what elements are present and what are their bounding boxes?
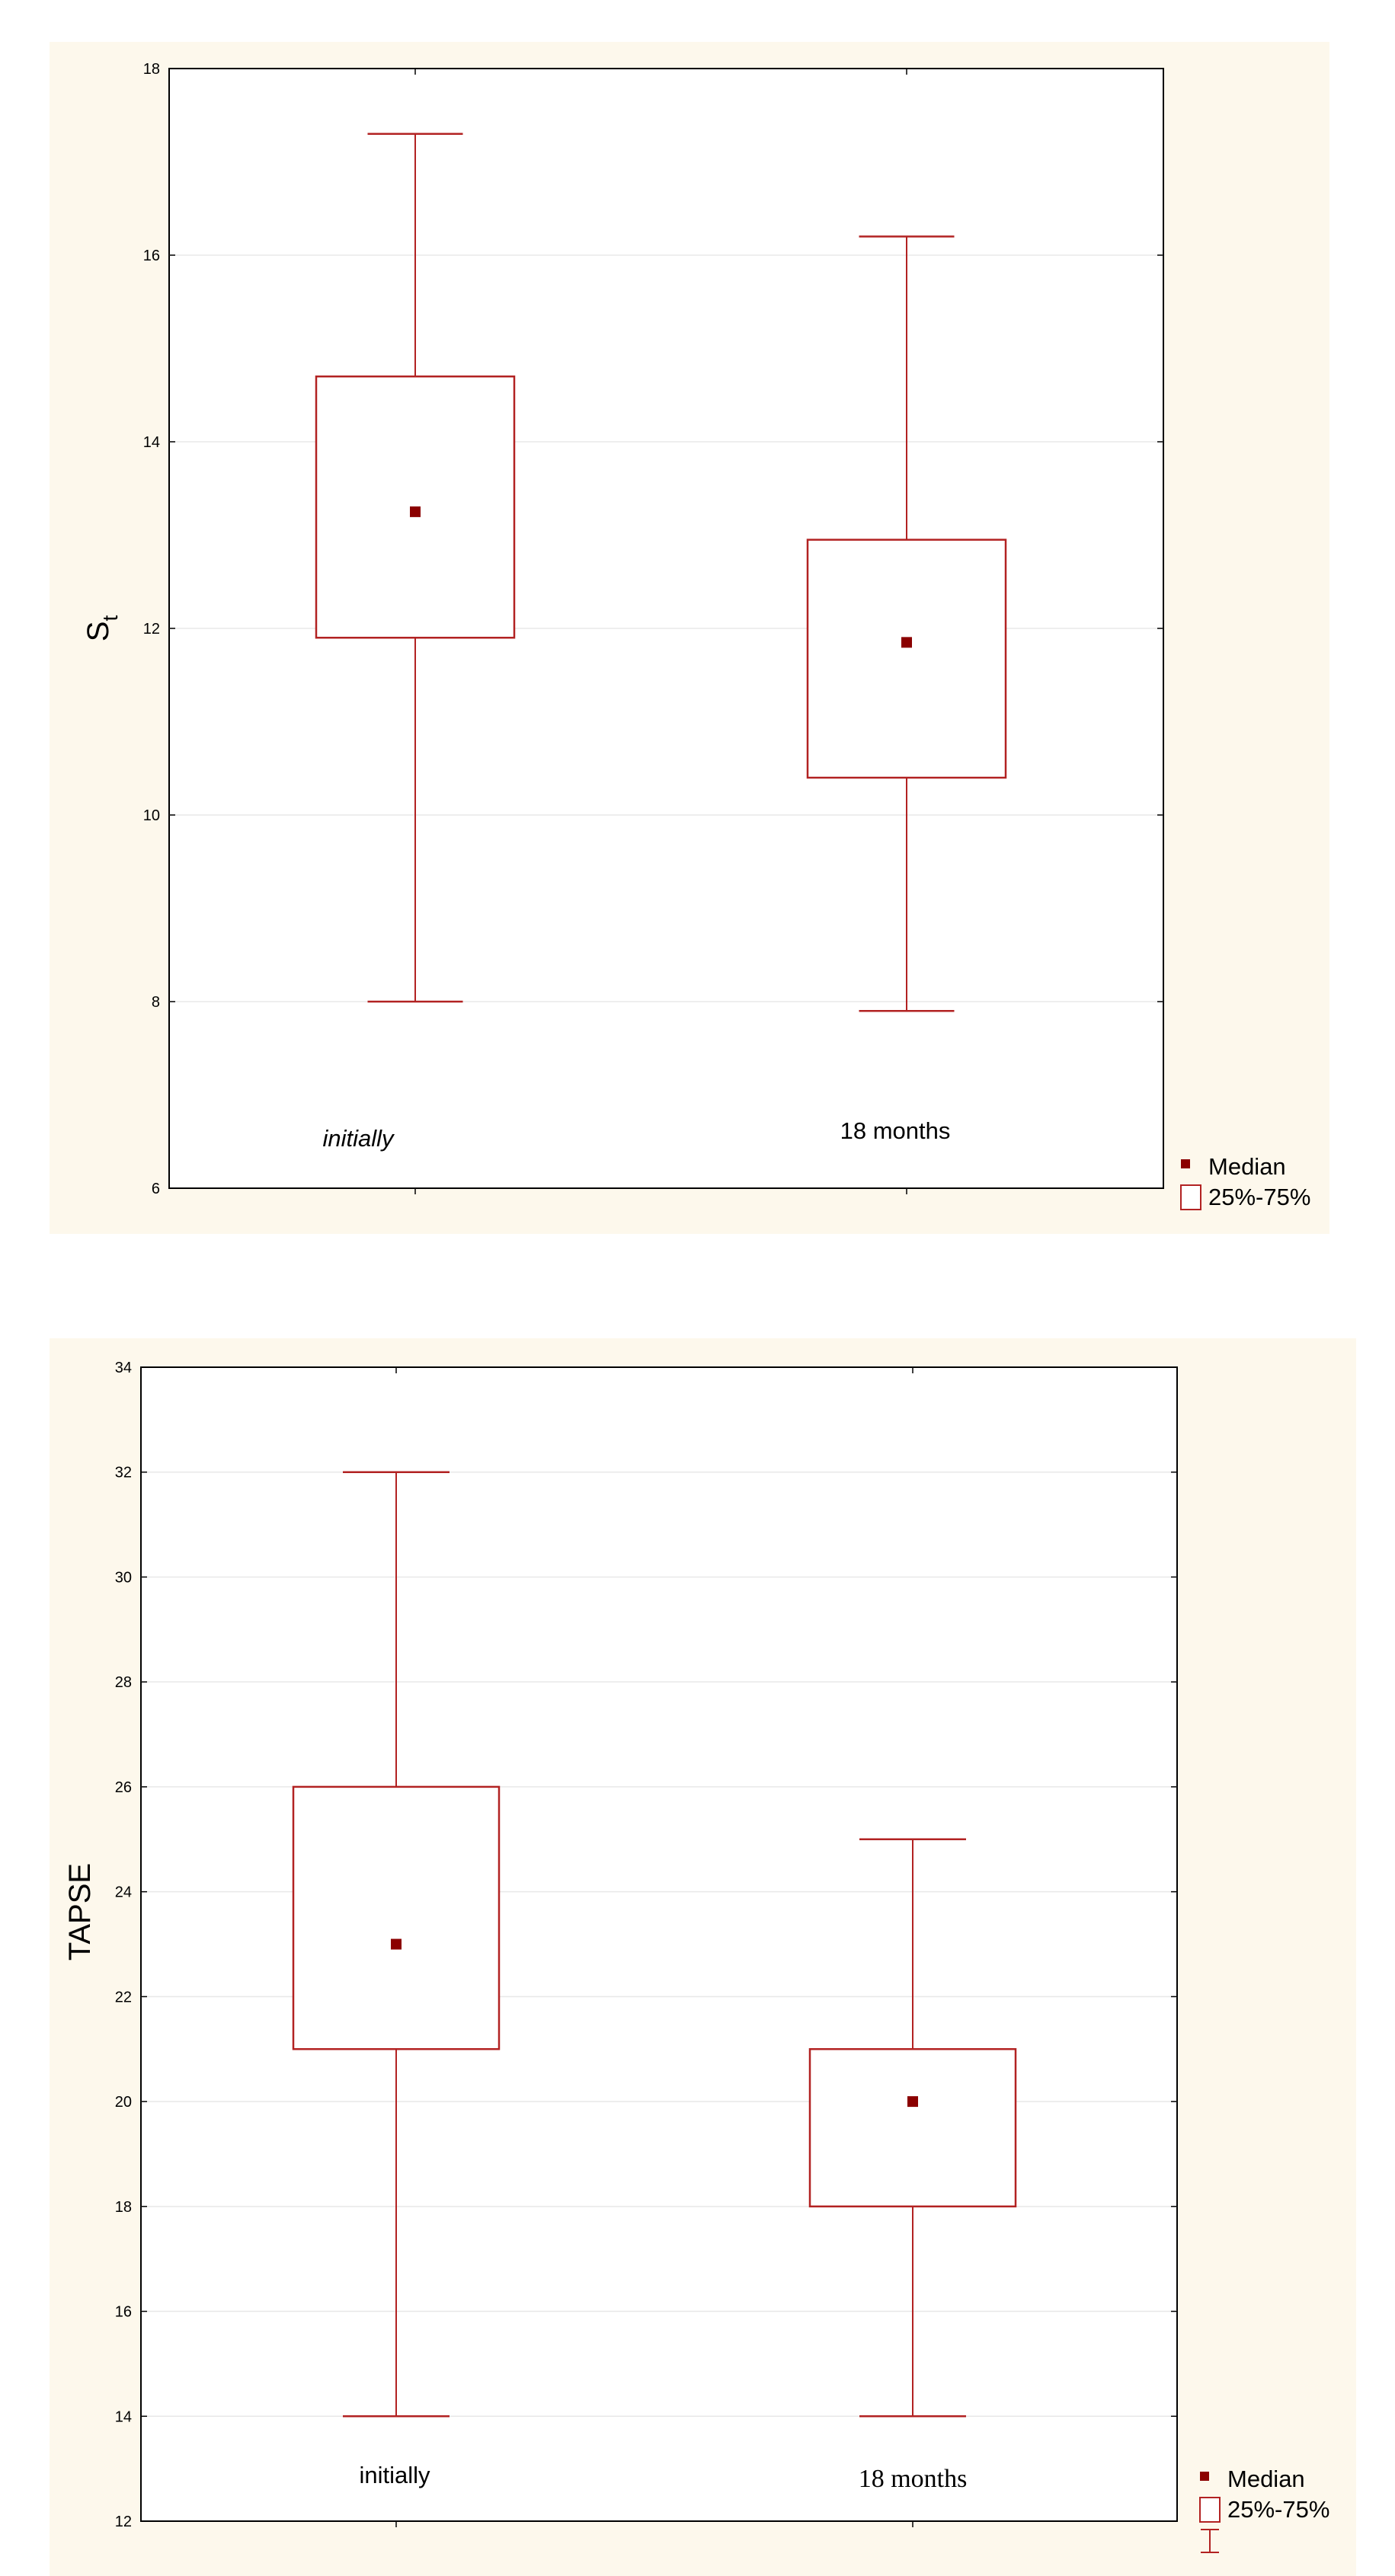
y-tick-label: 32	[115, 1465, 132, 1481]
iqr-box	[806, 539, 1007, 779]
y-tick-label: 18	[143, 61, 160, 78]
box-initially	[292, 1471, 501, 2418]
y-tick-label: 34	[115, 1360, 132, 1376]
y-tick-label: 30	[115, 1569, 132, 1586]
y-axis-label-text: St	[82, 615, 122, 642]
iqr-box	[292, 1785, 501, 2050]
y-tick-label: 16	[143, 248, 160, 264]
y-tick-label: 6	[152, 1181, 160, 1197]
y-tick-label: 18	[115, 2199, 132, 2216]
legend-label: Median	[1227, 2466, 1305, 2492]
y-tick-label: 14	[115, 2408, 132, 2425]
legend: Median 25%-75%	[1180, 1153, 1310, 1210]
y-tick-label: 10	[143, 807, 160, 824]
y-tick-label: 24	[115, 1884, 132, 1901]
y-tick-label: 28	[115, 1674, 132, 1691]
median-marker	[410, 506, 421, 517]
box-series	[292, 1471, 1017, 2418]
y-tick-label: 20	[115, 2094, 132, 2111]
legend-median-symbol	[1200, 2472, 1209, 2481]
y-tick-label: 16	[115, 2304, 132, 2321]
category-label: initially	[359, 2462, 430, 2488]
y-tick-label: 14	[143, 434, 160, 451]
category-label: 18 months	[859, 2465, 968, 2493]
category-labels: initially 18 months	[359, 2462, 967, 2493]
y-tick-label: 12	[115, 2514, 132, 2530]
y-axis-ticks: 12 14 16 18 20 22 24 26 28 30 32 34	[115, 1360, 1177, 2530]
y-tick-label: 12	[143, 621, 160, 638]
legend-box-symbol	[1199, 2497, 1221, 2523]
median-marker	[391, 1938, 402, 1950]
category-labels: initially 18 months	[322, 1117, 950, 1152]
category-label: 18 months	[840, 1117, 951, 1144]
median-marker	[907, 2096, 918, 2108]
y-tick-label: 22	[115, 1989, 132, 2006]
y-tick-label: 8	[152, 994, 160, 1011]
box-series	[315, 133, 1007, 1012]
category-label: initially	[322, 1125, 395, 1152]
y-axis-label: St	[82, 615, 122, 642]
y-axis-ticks: 6 8 10 12 14 16 18	[143, 61, 1163, 1197]
legend-box-symbol	[1180, 1184, 1201, 1210]
legend-median-symbol	[1181, 1159, 1190, 1168]
median-marker	[901, 637, 912, 648]
chart-st-panel: 6 8 10 12 14 16 18 initially 18 months St Media…	[0, 0, 1395, 1249]
legend-label: Median	[1208, 1153, 1286, 1180]
iqr-box	[808, 2047, 1017, 2208]
legend-label: 25%-75%	[1208, 1184, 1310, 1210]
chart-tapse-panel: 12 14 16 18 20 22 24 26 28 30 32 34 initially 18 mon…	[0, 1325, 1395, 2576]
y-axis-label: TAPSE	[63, 1863, 97, 1961]
box-18-months	[808, 1838, 1017, 2418]
box-initially	[315, 133, 516, 1003]
legend-label: 25%-75%	[1227, 2496, 1329, 2523]
box-18-months	[806, 235, 1007, 1012]
legend: Median 25%-75%	[1199, 2466, 1329, 2553]
chart-st: 6 8 10 12 14 16 18 initially 18 months St Media…	[50, 42, 1329, 1234]
chart-tapse: 12 14 16 18 20 22 24 26 28 30 32 34 initially 18 mon…	[50, 1338, 1356, 2576]
y-tick-label: 26	[115, 1779, 132, 1796]
